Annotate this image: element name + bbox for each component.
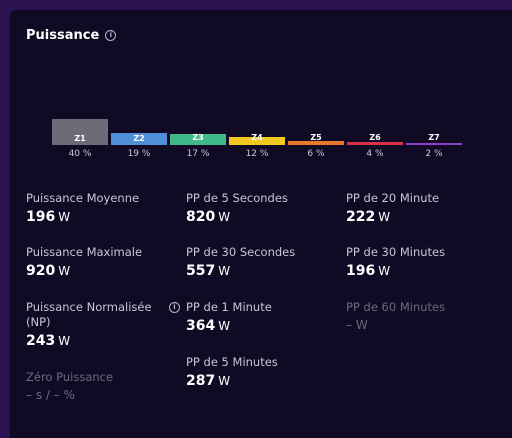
pp-1m-metric: PP de 1 Minute 364 W (186, 300, 272, 334)
zone-percent: 17 % (186, 149, 210, 159)
zone-bar-z7[interactable]: Z7 (406, 133, 462, 145)
zone-bar-z1[interactable]: Z1 (52, 119, 108, 145)
zone-label: Z4 (251, 133, 263, 142)
metric-value: – W (346, 318, 368, 332)
pp-5m-metric: PP de 5 Minutes 287 W (186, 355, 278, 389)
zone-bar-z3[interactable]: Z3 (170, 133, 226, 145)
metric-value: 196 W (26, 209, 71, 225)
info-icon[interactable]: i (169, 302, 180, 313)
metric-label: Puissance Maximale (26, 245, 143, 259)
zone-label: Z2 (133, 134, 145, 143)
metric-value: 557 W (186, 263, 231, 279)
info-icon[interactable]: i (105, 30, 117, 41)
metric-label: PP de 60 Minutes (346, 300, 446, 314)
zero-power-metric: Zéro Puissance – s / – % (26, 370, 113, 402)
np-metric: Puissance Normalisée (NP) i 243 W (26, 300, 180, 349)
zone-percent: 12 % (245, 149, 269, 159)
zone-percent: 2 % (425, 149, 443, 159)
zone-percent: 4 % (366, 149, 384, 159)
zone-bar-z2[interactable]: Z2 (111, 133, 167, 145)
pp-30s-metric: PP de 30 Secondes 557 W (186, 245, 295, 279)
zone-label: Z5 (310, 133, 322, 142)
metric-value: 196 W (346, 263, 391, 279)
metric-label: Puissance Normalisée (NP) (26, 300, 152, 329)
zone-percent: 19 % (127, 149, 151, 159)
pp-20m-metric: PP de 20 Minute 222 W (346, 191, 439, 225)
pp-60m-metric: PP de 60 Minutes – W (346, 300, 445, 332)
metric-label: PP de 30 Secondes (186, 245, 296, 259)
zone-bar-z4[interactable]: Z4 (229, 133, 285, 145)
metric-label: Zéro Puissance (26, 370, 114, 384)
metric-value: 222 W (346, 209, 391, 225)
zone-bar-z5[interactable]: Z5 (288, 133, 344, 145)
metric-label: PP de 20 Minute (346, 191, 440, 205)
avg-power-metric: Puissance Moyenne 196 W (26, 191, 139, 225)
pp-30m-metric: PP de 30 Minutes 196 W (346, 245, 445, 279)
zone-label: Z7 (428, 133, 440, 142)
zone-bar-z6[interactable]: Z6 (347, 133, 403, 145)
metric-label: PP de 1 Minute (186, 300, 272, 314)
zone-label: Z3 (192, 133, 204, 142)
card-title: Puissance (26, 28, 100, 43)
power-card: Puissance i Z1 40 % Z2 19 % Z3 17 % Z4 12 % Z5 6 … (10, 10, 512, 438)
metric-value: 243 W (26, 333, 71, 349)
zone-label: Z1 (74, 134, 86, 143)
metric-value: – s / – % (26, 388, 75, 402)
zone-percent: 40 % (68, 149, 92, 159)
metric-label: Puissance Moyenne (26, 191, 140, 205)
zone-label: Z6 (369, 133, 381, 142)
metric-label: PP de 5 Secondes (186, 191, 288, 205)
card-header: Puissance i (26, 28, 117, 43)
zone-percent: 6 % (307, 149, 325, 159)
max-power-metric: Puissance Maximale 920 W (26, 245, 142, 279)
metric-label: PP de 30 Minutes (346, 245, 446, 259)
pp-5s-metric: PP de 5 Secondes 820 W (186, 191, 288, 225)
metric-value: 920 W (26, 263, 71, 279)
metric-value: 820 W (186, 209, 231, 225)
metric-value: 287 W (186, 373, 231, 389)
metric-label: PP de 5 Minutes (186, 355, 278, 369)
metric-value: 364 W (186, 318, 231, 334)
